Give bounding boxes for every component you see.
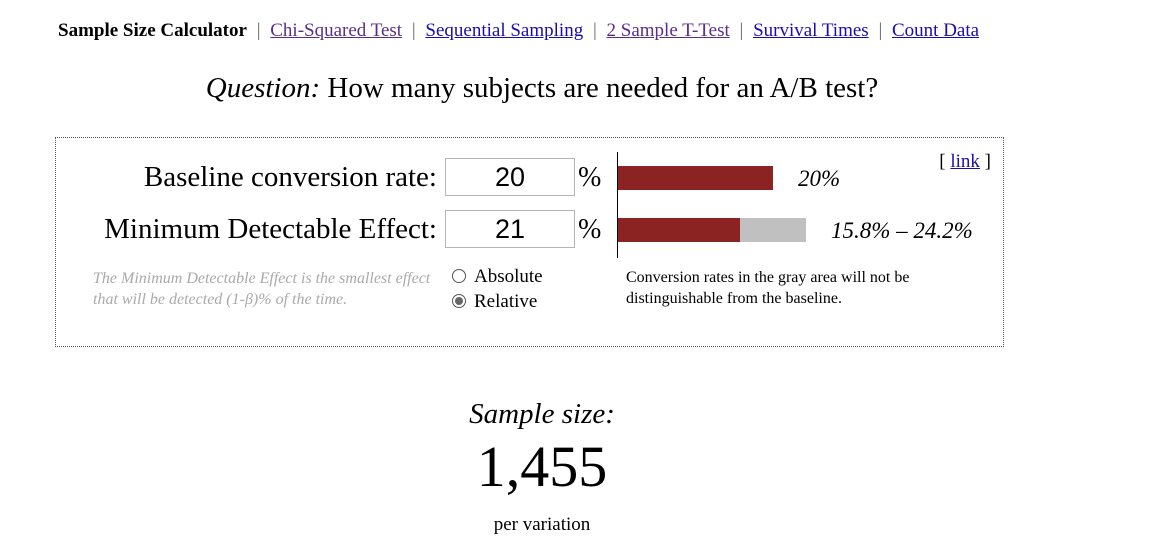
baseline-rate-bar xyxy=(618,166,773,190)
absolute-radio[interactable] xyxy=(452,269,466,283)
top-nav: Sample Size Calculator | Chi-Squared Tes… xyxy=(58,20,979,42)
baseline-unit: % xyxy=(578,162,602,193)
nav-separator: | xyxy=(878,20,883,41)
baseline-input[interactable] xyxy=(445,158,575,196)
absolute-label: Absolute xyxy=(474,266,543,287)
interval-bar-value: 15.8% – 24.2% xyxy=(831,218,973,243)
sample-size-unit: per variation xyxy=(493,514,591,535)
mde-unit: % xyxy=(578,214,602,245)
baseline-label: Baseline conversion rate: xyxy=(143,161,437,193)
relative-radio[interactable] xyxy=(452,294,466,308)
nav-separator: | xyxy=(739,20,744,41)
question-text: How many subjects are needed for an A/B … xyxy=(327,72,879,104)
nav-link-chi-squared[interactable]: Chi-Squared Test xyxy=(270,20,403,41)
nav-separator: | xyxy=(256,20,261,41)
nav-link-count-data[interactable]: Count Data xyxy=(892,20,980,41)
nav-title: Sample Size Calculator xyxy=(58,20,247,41)
nav-separator: | xyxy=(411,20,416,41)
nav-link-sequential-sampling[interactable]: Sequential Sampling xyxy=(425,20,584,41)
gray-area-note: Conversion rates in the gray area will n… xyxy=(626,269,910,307)
mde-hint: The Minimum Detectable Effect is the sma… xyxy=(93,270,431,308)
link-bracket-open: [ xyxy=(939,151,946,172)
sample-size-value: 1,455 xyxy=(476,434,608,499)
calculator-panel: Baseline conversion rate: % Minimum Dete… xyxy=(55,137,1004,347)
result: Sample size: 1,455 per variation xyxy=(0,394,1084,540)
option-absolute[interactable]: Absolute xyxy=(452,266,543,288)
option-relative[interactable]: Relative xyxy=(452,291,537,313)
link-bracket-close: ] xyxy=(984,151,991,172)
nav-link-survival-times[interactable]: Survival Times xyxy=(753,20,869,41)
bar-axis-line xyxy=(617,152,618,258)
question-heading: Question: How many subjects are needed f… xyxy=(0,72,1084,105)
nav-separator: | xyxy=(592,20,597,41)
interval-gray-area-bar xyxy=(740,218,806,242)
permalink-link[interactable]: link xyxy=(950,151,980,172)
question-label: Question: xyxy=(205,72,321,104)
relative-label: Relative xyxy=(474,291,538,312)
nav-link-two-sample-t-test[interactable]: 2 Sample T-Test xyxy=(606,20,730,41)
permalink: [ link ] xyxy=(939,151,991,173)
baseline-bar-value: 20% xyxy=(798,166,841,191)
interval-lower-bar xyxy=(618,218,741,242)
mde-label: Minimum Detectable Effect: xyxy=(104,213,437,245)
mde-input[interactable] xyxy=(445,210,575,248)
sample-size-label: Sample size: xyxy=(469,398,615,430)
